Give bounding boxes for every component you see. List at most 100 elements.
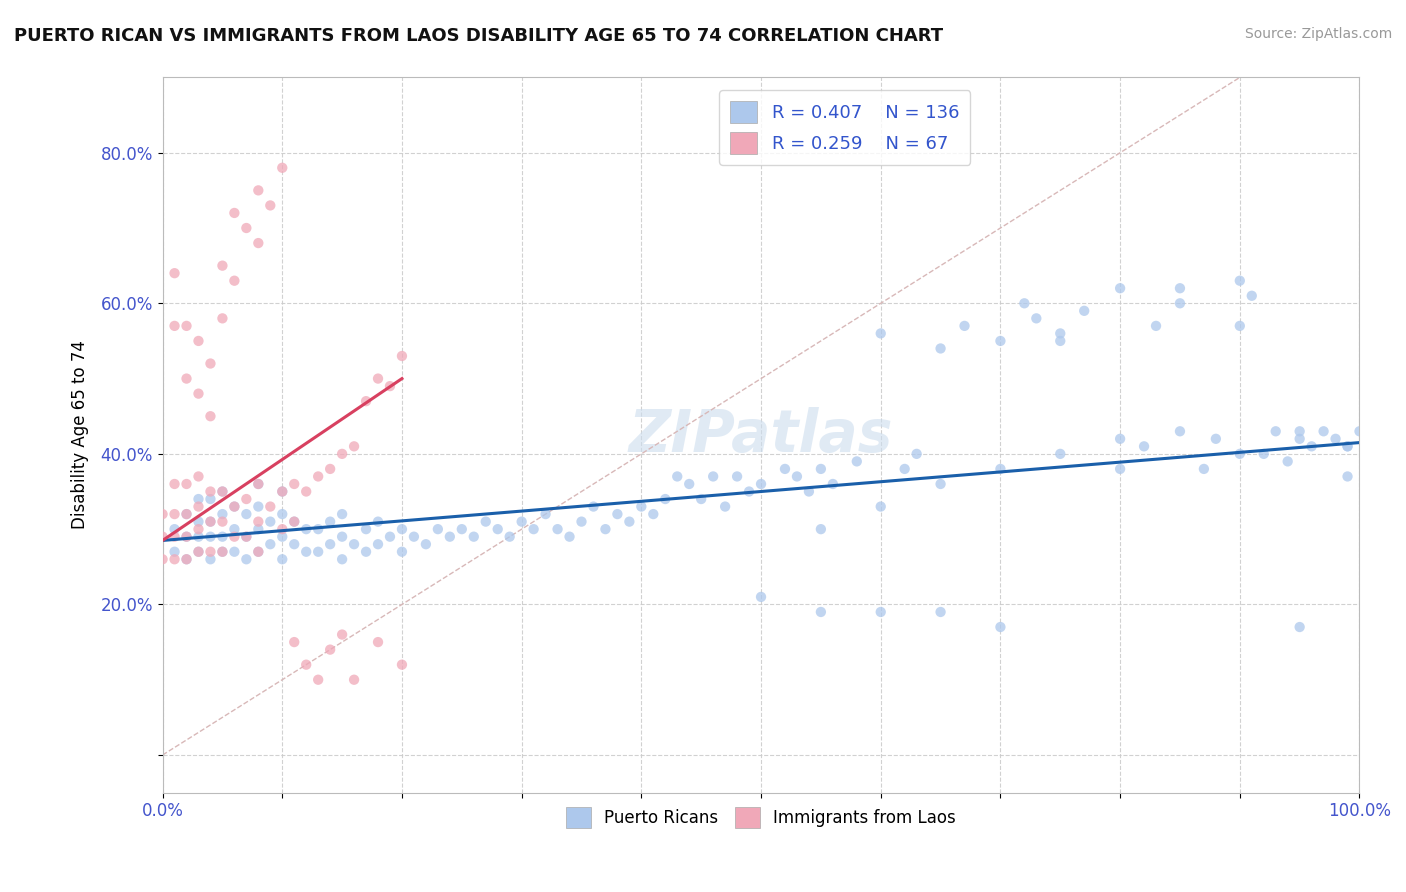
Point <box>1109 281 1132 295</box>
Point <box>990 462 1012 476</box>
Point <box>1348 425 1371 439</box>
Point <box>271 552 294 566</box>
Point <box>271 484 294 499</box>
Point <box>247 477 270 491</box>
Point <box>738 484 761 499</box>
Point <box>259 500 281 514</box>
Point <box>295 522 318 536</box>
Point <box>187 500 209 514</box>
Point <box>1014 296 1036 310</box>
Point <box>330 530 353 544</box>
Point <box>367 515 389 529</box>
Point <box>1288 620 1310 634</box>
Point <box>211 259 233 273</box>
Point <box>163 552 186 566</box>
Point <box>439 530 461 544</box>
Point <box>749 590 772 604</box>
Point <box>666 469 689 483</box>
Point <box>1264 425 1286 439</box>
Point <box>810 522 832 536</box>
Point <box>869 500 891 514</box>
Point <box>271 507 294 521</box>
Point <box>474 515 496 529</box>
Point <box>619 515 641 529</box>
Point <box>523 522 546 536</box>
Point <box>200 357 222 371</box>
Point <box>200 484 222 499</box>
Point <box>176 507 198 521</box>
Point <box>1109 462 1132 476</box>
Point <box>271 530 294 544</box>
Point <box>354 545 377 559</box>
Point <box>354 522 377 536</box>
Point <box>1277 454 1299 468</box>
Point <box>163 477 186 491</box>
Point <box>235 221 257 235</box>
Point <box>200 515 222 529</box>
Point <box>235 507 257 521</box>
Point <box>893 462 915 476</box>
Point <box>247 545 270 559</box>
Point <box>307 469 329 483</box>
Point <box>643 507 665 521</box>
Point <box>869 326 891 341</box>
Point <box>176 507 198 521</box>
Point <box>391 545 413 559</box>
Point <box>1312 425 1334 439</box>
Point <box>343 673 366 687</box>
Point <box>200 409 222 424</box>
Point <box>450 522 472 536</box>
Point <box>224 545 246 559</box>
Point <box>163 318 186 333</box>
Point <box>1109 432 1132 446</box>
Point <box>176 530 198 544</box>
Point <box>463 530 485 544</box>
Point <box>259 537 281 551</box>
Point <box>1288 432 1310 446</box>
Point <box>690 491 713 506</box>
Text: Source: ZipAtlas.com: Source: ZipAtlas.com <box>1244 27 1392 41</box>
Point <box>319 462 342 476</box>
Point <box>211 530 233 544</box>
Point <box>307 522 329 536</box>
Point <box>1144 318 1167 333</box>
Point <box>200 545 222 559</box>
Point <box>283 515 305 529</box>
Point <box>630 500 652 514</box>
Point <box>797 484 820 499</box>
Point <box>163 522 186 536</box>
Point <box>929 477 952 491</box>
Point <box>1253 447 1275 461</box>
Point <box>725 469 748 483</box>
Point <box>295 484 318 499</box>
Point <box>259 515 281 529</box>
Point <box>176 530 198 544</box>
Point <box>330 507 353 521</box>
Point <box>259 198 281 212</box>
Point <box>211 484 233 499</box>
Point <box>606 507 628 521</box>
Point <box>235 552 257 566</box>
Point <box>426 522 449 536</box>
Point <box>247 522 270 536</box>
Point <box>271 522 294 536</box>
Point <box>163 530 186 544</box>
Point <box>534 507 557 521</box>
Point <box>200 491 222 506</box>
Point <box>187 545 209 559</box>
Point <box>187 522 209 536</box>
Point <box>1168 296 1191 310</box>
Point <box>1168 281 1191 295</box>
Point <box>749 477 772 491</box>
Point <box>152 507 174 521</box>
Point <box>211 484 233 499</box>
Point <box>810 605 832 619</box>
Point <box>330 627 353 641</box>
Point <box>283 537 305 551</box>
Point <box>499 530 522 544</box>
Point <box>283 477 305 491</box>
Point <box>343 439 366 453</box>
Point <box>486 522 509 536</box>
Point <box>235 530 257 544</box>
Point <box>1288 425 1310 439</box>
